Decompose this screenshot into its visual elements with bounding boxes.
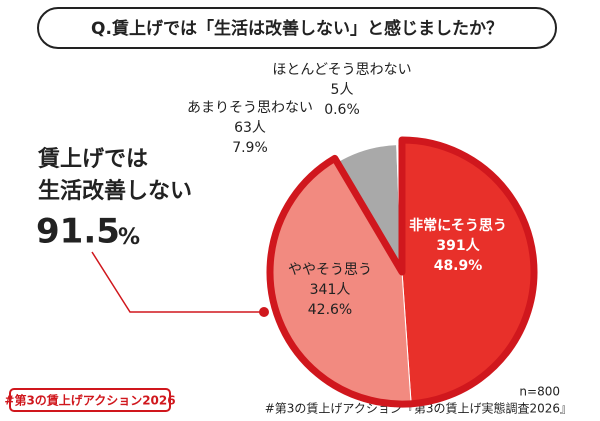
callout-line: 賃上げでは — [37, 147, 148, 172]
slice-label: 非常にそう思う — [409, 217, 507, 234]
slice-label: あまりそう思わない — [187, 100, 313, 116]
callout-dot — [259, 307, 269, 317]
slice-label: ほとんどそう思わない — [272, 62, 411, 78]
badge-box — [9, 388, 171, 412]
badge: #第3の賃上げアクション2026 — [4, 393, 175, 408]
callout-unit: % — [118, 225, 140, 250]
slice-count: 391人 — [436, 237, 480, 254]
slice-count: 341人 — [310, 282, 351, 298]
title-box — [37, 7, 557, 49]
note: n=800 — [519, 385, 560, 399]
slice-value: 0.6% — [324, 102, 360, 118]
slice-value: 42.6% — [308, 302, 352, 318]
slice-count: 5人 — [331, 82, 354, 98]
callout-number: 91.5 — [36, 212, 120, 252]
slice-value: 7.9% — [232, 140, 268, 156]
callout-leader — [91, 251, 262, 313]
chart-title: Q.賃上げでは「生活は改善しない」と感じましたか？ — [91, 18, 503, 39]
source: #第3の賃上げアクション『第3の賃上げ実態調査2026』 — [265, 401, 572, 416]
highlight-outline — [266, 136, 538, 408]
slice-value: 48.9% — [434, 258, 483, 274]
slice-label: ややそう思う — [288, 262, 372, 278]
slice-count: 63人 — [234, 120, 266, 136]
callout-line: 生活改善しない — [38, 178, 192, 204]
